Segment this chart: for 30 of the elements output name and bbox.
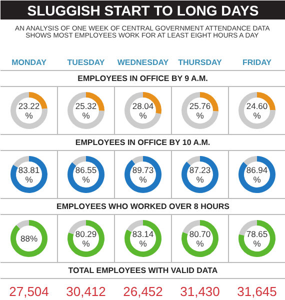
data-label: 24.60 % [246, 100, 268, 120]
text: SLUGGISH START TO LONG DAYS [27, 2, 259, 18]
data-label: 86.55 % [75, 164, 97, 184]
data-label: 25.32 % [75, 100, 97, 120]
text: 30,412 [66, 284, 106, 299]
text: MONDAY [12, 58, 48, 67]
text: FRIDAY [242, 58, 272, 67]
text: WEDNESDAY [117, 58, 170, 67]
data-label: 89.73 % [132, 164, 154, 184]
text: EMPLOYEES IN OFFICE BY 10 A.M. [75, 138, 210, 147]
text: 26,452 [123, 284, 163, 299]
text: 31,645 [237, 284, 277, 299]
data-label: 80.29 % [75, 228, 97, 248]
data-label: 87.23 % [189, 164, 211, 184]
text: TOTAL EMPLOYEES WITH VALID DATA [68, 266, 218, 275]
data-label: 83.14 % [132, 228, 154, 248]
data-label: 86.94 % [246, 164, 268, 184]
text: EMPLOYEES WHO WORKED OVER 8 HOURS [56, 202, 230, 211]
data-label: 23.22 % [18, 100, 40, 120]
text: 31,430 [180, 284, 220, 299]
text: THURSDAY [178, 58, 223, 67]
data-label: 83.81 % [18, 164, 40, 184]
data-label: 80.70 % [189, 228, 211, 248]
data-label: 28.04 % [132, 100, 154, 120]
data-label: 78.65 % [246, 228, 268, 248]
text: EMPLOYEES IN OFFICE BY 9 A.M. [78, 74, 208, 83]
data-label: 88% [20, 234, 38, 244]
text: 27,504 [9, 284, 49, 299]
data-label: 25.76 % [189, 100, 211, 120]
text: TUESDAY [67, 58, 106, 67]
